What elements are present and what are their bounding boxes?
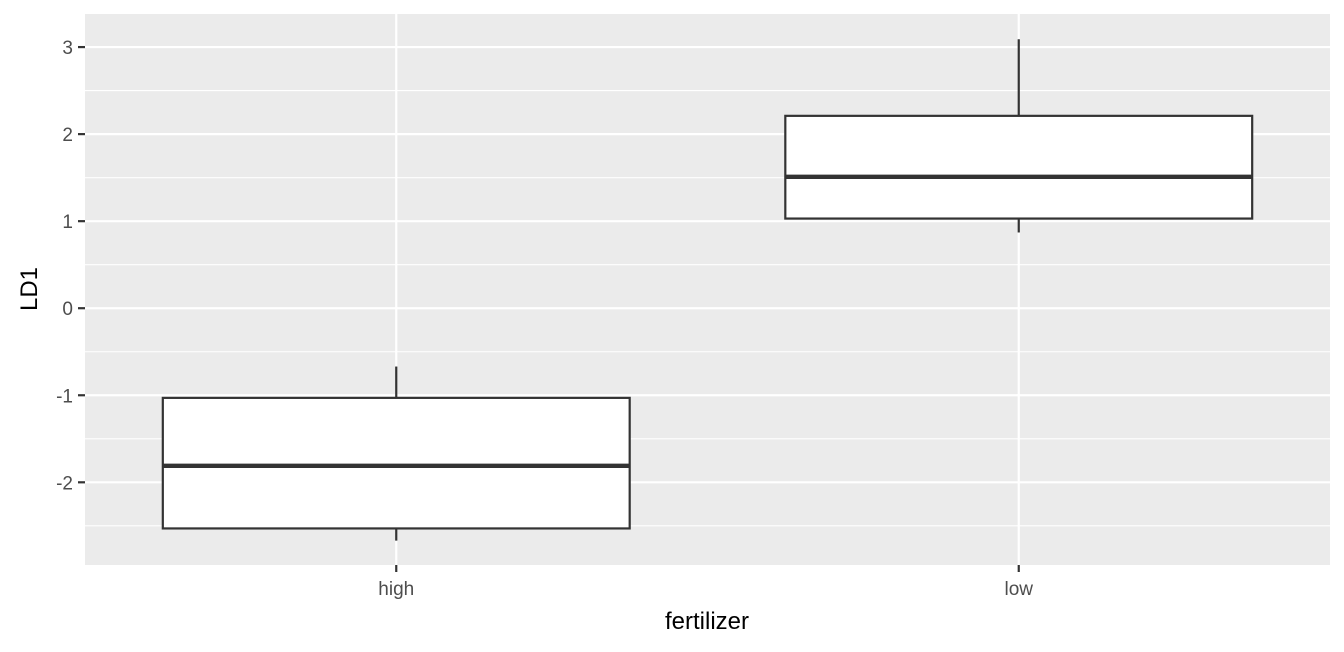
box-high [161, 366, 631, 541]
x-tick-label: high [378, 579, 414, 600]
y-tick-label: -1 [56, 386, 73, 407]
y-axis-title: LD1 [16, 267, 43, 311]
box-series [161, 39, 1254, 541]
box-low [784, 39, 1254, 233]
y-axis: -2 -1 0 1 2 3 [56, 38, 85, 494]
y-tick-label: 3 [62, 38, 73, 59]
y-tick-label: 2 [62, 125, 73, 146]
x-axis: high low [378, 565, 1033, 600]
y-tick-label: 0 [62, 299, 73, 320]
y-tick-label: 1 [62, 212, 73, 233]
x-axis-title: fertilizer [665, 608, 749, 635]
y-tick-label: -2 [56, 473, 73, 494]
box-body [784, 114, 1254, 220]
box-body [161, 396, 631, 530]
x-tick-label: low [1004, 579, 1033, 600]
